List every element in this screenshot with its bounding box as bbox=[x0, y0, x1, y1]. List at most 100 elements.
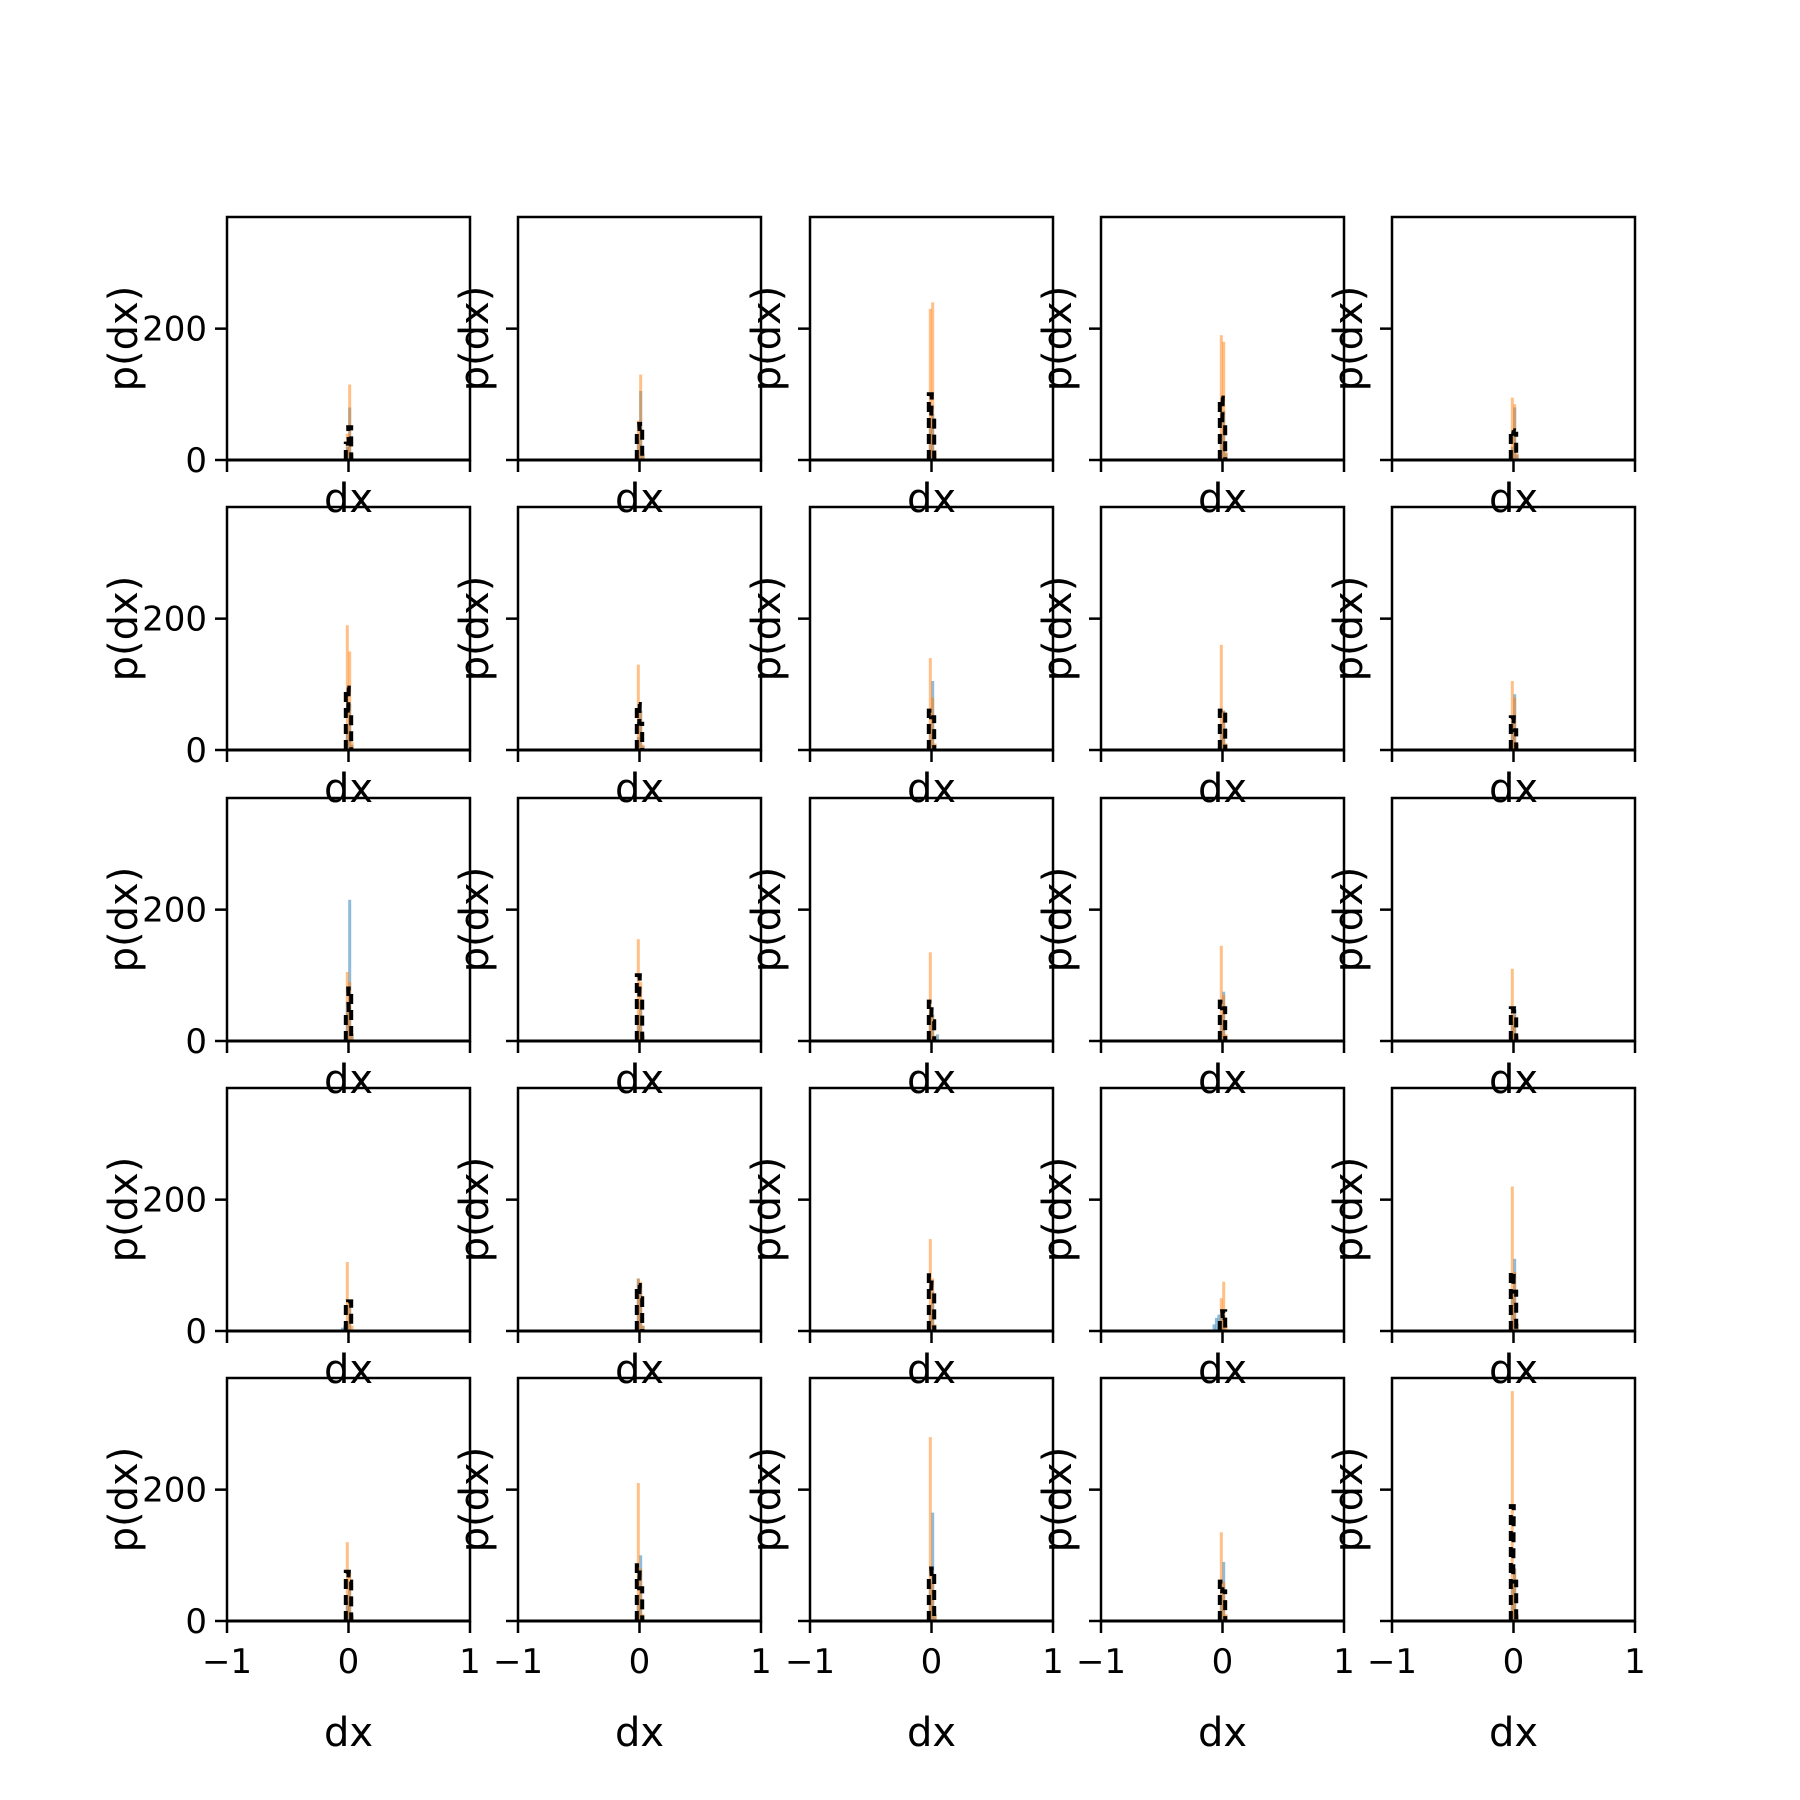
panel-7: dx p(dx) bbox=[452, 505, 763, 812]
hist-bar-b-2 bbox=[1513, 697, 1517, 750]
panel-19: dx p(dx) bbox=[1035, 1086, 1346, 1393]
y-tick-label: 0 bbox=[185, 731, 207, 771]
hist-bar-b-3 bbox=[641, 453, 645, 460]
panel-5: dx p(dx) bbox=[1326, 215, 1637, 522]
hist-bar-a-1 bbox=[340, 1327, 344, 1331]
panel-22: −1 0 1 dx p(dx) bbox=[452, 1376, 772, 1756]
density-outline bbox=[926, 708, 937, 750]
density-outline bbox=[926, 1566, 937, 1621]
x-tick-label: 1 bbox=[459, 1642, 481, 1682]
y-tick-label: 200 bbox=[142, 310, 207, 350]
hist-bar-b-1 bbox=[928, 952, 932, 1041]
hist-bar-a-1 bbox=[1212, 1324, 1216, 1331]
y-axis-label: p(dx) bbox=[101, 1157, 147, 1263]
x-axis-label: dx bbox=[1489, 1710, 1538, 1756]
hist-bar-b-3 bbox=[350, 742, 354, 750]
hist-bar-b-3 bbox=[1515, 453, 1519, 460]
x-tick-label: 0 bbox=[629, 1642, 651, 1682]
panel-13: dx p(dx) bbox=[744, 796, 1055, 1103]
density-outline bbox=[1217, 1309, 1228, 1331]
density-outline bbox=[634, 973, 645, 1041]
x-tick-label: 0 bbox=[1212, 1642, 1234, 1682]
x-axis-label: dx bbox=[1198, 766, 1247, 812]
y-axis-label: p(dx) bbox=[452, 1447, 498, 1553]
panel-3: dx p(dx) bbox=[744, 215, 1055, 522]
hist-bar-b-1 bbox=[1510, 397, 1514, 460]
density-outline bbox=[926, 392, 937, 460]
x-tick-label: 1 bbox=[750, 1642, 772, 1682]
x-axis-label: dx bbox=[907, 1710, 956, 1756]
hist-bar-b-2 bbox=[931, 697, 935, 750]
density-outline bbox=[634, 1283, 645, 1331]
panel-17: dx p(dx) bbox=[452, 1086, 763, 1393]
x-axis-label: dx bbox=[1198, 476, 1247, 522]
x-tick-label: −1 bbox=[785, 1642, 835, 1682]
x-axis-label: dx bbox=[324, 476, 373, 522]
x-tick-label: 0 bbox=[1503, 1642, 1525, 1682]
y-tick-label: 0 bbox=[185, 441, 207, 481]
density-outline bbox=[1217, 395, 1228, 460]
density-outline bbox=[926, 1273, 937, 1331]
x-axis-label: dx bbox=[615, 1347, 664, 1393]
hist-bar-b-3 bbox=[1224, 452, 1228, 460]
y-axis-label: p(dx) bbox=[1326, 286, 1372, 392]
hist-bar-b-3 bbox=[350, 1325, 354, 1331]
hist-bar-b-2 bbox=[639, 981, 643, 1041]
y-axis-label: p(dx) bbox=[1326, 1157, 1372, 1263]
y-axis-label: p(dx) bbox=[452, 286, 498, 392]
hist-bar-b-3 bbox=[641, 744, 645, 750]
x-axis-label: dx bbox=[1198, 1057, 1247, 1103]
y-axis-label: p(dx) bbox=[101, 867, 147, 973]
y-tick-label: 0 bbox=[185, 1312, 207, 1352]
x-axis-label: dx bbox=[1489, 1347, 1538, 1393]
x-tick-label: −1 bbox=[202, 1642, 252, 1682]
panel-25: −1 0 1 dx p(dx) bbox=[1326, 1376, 1646, 1756]
y-tick-label: 200 bbox=[142, 600, 207, 640]
x-axis-label: dx bbox=[324, 1347, 373, 1393]
y-tick-label: 0 bbox=[185, 1602, 207, 1642]
y-axis-label: p(dx) bbox=[1035, 867, 1081, 973]
panel-15: dx p(dx) bbox=[1326, 796, 1637, 1103]
y-tick-label: 200 bbox=[142, 1181, 207, 1221]
hist-bar-b-2 bbox=[931, 302, 935, 460]
x-axis-label: dx bbox=[1198, 1710, 1247, 1756]
x-tick-label: −1 bbox=[1367, 1642, 1417, 1682]
x-axis-label: dx bbox=[615, 1057, 664, 1103]
density-outline bbox=[343, 1569, 354, 1621]
hist-bar-b-1 bbox=[345, 1262, 349, 1331]
hist-bar-a-2 bbox=[1214, 1317, 1218, 1331]
y-axis-label: p(dx) bbox=[101, 576, 147, 682]
hist-bar-b-2 bbox=[348, 1571, 352, 1621]
y-axis-label: p(dx) bbox=[452, 576, 498, 682]
panel-12: dx p(dx) bbox=[452, 796, 763, 1103]
density-outline bbox=[1217, 999, 1228, 1041]
x-axis-label: dx bbox=[1489, 476, 1538, 522]
density-outline bbox=[926, 999, 937, 1041]
hist-bar-a-3 bbox=[936, 1034, 940, 1041]
panel-6: 0 200 dx p(dx) bbox=[101, 505, 472, 812]
x-axis-label: dx bbox=[324, 1710, 373, 1756]
x-axis-label: dx bbox=[907, 766, 956, 812]
x-axis-label: dx bbox=[615, 476, 664, 522]
density-outline bbox=[1217, 1579, 1228, 1621]
panel-20: dx p(dx) bbox=[1326, 1086, 1637, 1393]
panel-8: dx p(dx) bbox=[744, 505, 1055, 812]
x-axis-label: dx bbox=[324, 1057, 373, 1103]
y-axis-label: p(dx) bbox=[744, 286, 790, 392]
y-axis-label: p(dx) bbox=[1326, 576, 1372, 682]
y-axis-label: p(dx) bbox=[1035, 286, 1081, 392]
x-tick-label: −1 bbox=[1076, 1642, 1126, 1682]
density-outline bbox=[1508, 1269, 1519, 1331]
y-axis-label: p(dx) bbox=[452, 1157, 498, 1263]
x-axis-label: dx bbox=[324, 766, 373, 812]
hist-bar-b-3 bbox=[933, 1614, 937, 1621]
panel-18: dx p(dx) bbox=[744, 1086, 1055, 1393]
y-axis-label: p(dx) bbox=[452, 867, 498, 973]
panel-1: 0 200 dx p(dx) bbox=[101, 215, 472, 522]
hist-bar-b-1 bbox=[928, 308, 932, 460]
y-axis-label: p(dx) bbox=[101, 286, 147, 392]
hist-bar-b-2 bbox=[1222, 995, 1226, 1041]
hist-bar-b-2 bbox=[639, 710, 643, 750]
